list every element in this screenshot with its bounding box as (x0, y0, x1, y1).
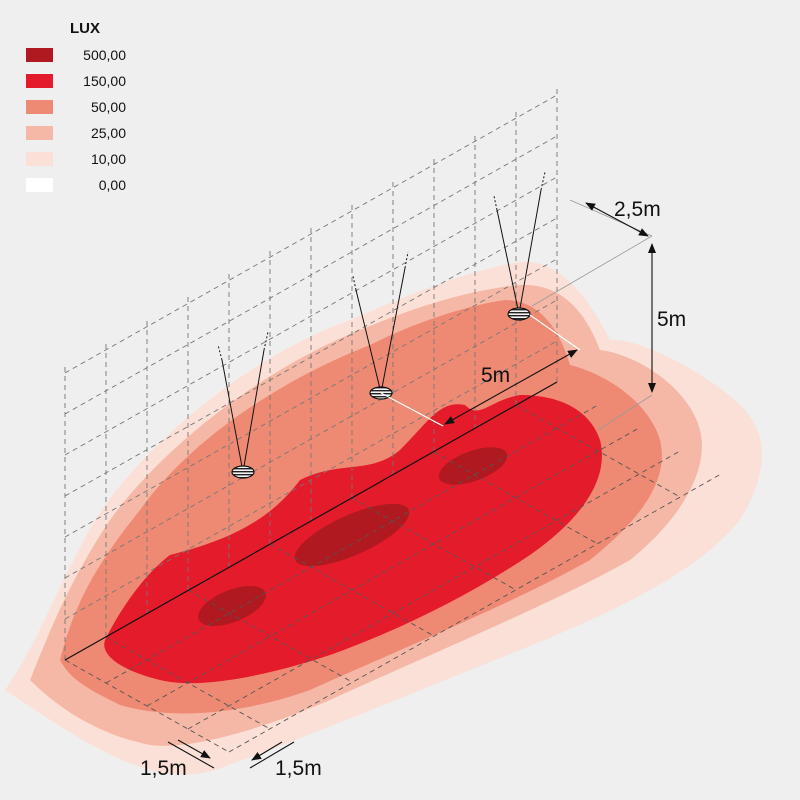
legend-item: 25,00 (26, 120, 126, 146)
floor-wall-edge (64, 381, 558, 661)
dimension-arrow (177, 739, 211, 759)
dim-label-spacing-top: 2,5m (614, 198, 661, 221)
extension-line (531, 235, 653, 307)
legend-label: 500,00 (83, 47, 126, 63)
legend-item: 50,00 (26, 94, 126, 120)
zone-500-lux (198, 585, 266, 627)
legend-swatch (26, 126, 54, 140)
extension-line (597, 394, 653, 431)
dim-label-bottom-left: 1,5m (140, 757, 187, 780)
dimension-lines (167, 199, 656, 769)
isolux-zones (5, 261, 762, 775)
legend-label: 0,00 (98, 177, 126, 193)
extension-line (167, 741, 215, 769)
legend-item: 10,00 (26, 146, 126, 172)
legend-swatch (26, 100, 54, 114)
legend-swatch (26, 48, 54, 62)
dim-label-luminaire-spacing: 5m (481, 364, 510, 387)
zone-500-lux (438, 447, 508, 485)
dimension-arrow (251, 741, 283, 761)
legend-label: 50,00 (90, 99, 126, 115)
legend-label: 10,00 (90, 151, 126, 167)
extension-line (529, 314, 581, 351)
dim-label-height: 5m (657, 308, 686, 331)
wall-grid (64, 88, 558, 660)
zone-500-lux (294, 503, 410, 567)
legend-label: 25,00 (90, 125, 126, 141)
luminaire (493, 171, 546, 321)
legend-item: 500,00 (26, 42, 126, 68)
dimension-arrow (444, 349, 578, 425)
luminaire (217, 331, 269, 479)
luminaire-body (507, 307, 531, 321)
dimension-arrow (585, 202, 649, 237)
extension-line (380, 392, 444, 427)
lux-legend: LUX 500,00 150,00 50,00 25,00 10,00 0,00 (26, 18, 126, 198)
dim-label-bottom-right: 1,5m (275, 757, 322, 780)
legend-label: 150,00 (83, 73, 126, 89)
legend-swatch (26, 152, 54, 166)
legend-swatch (26, 178, 54, 192)
legend-title: LUX (70, 20, 100, 37)
floor-grid (64, 404, 722, 753)
extension-line (249, 741, 295, 769)
legend-item: 150,00 (26, 68, 126, 94)
luminaire-body (231, 465, 255, 479)
legend-item: 0,00 (26, 172, 126, 198)
legend-swatch (26, 74, 54, 88)
